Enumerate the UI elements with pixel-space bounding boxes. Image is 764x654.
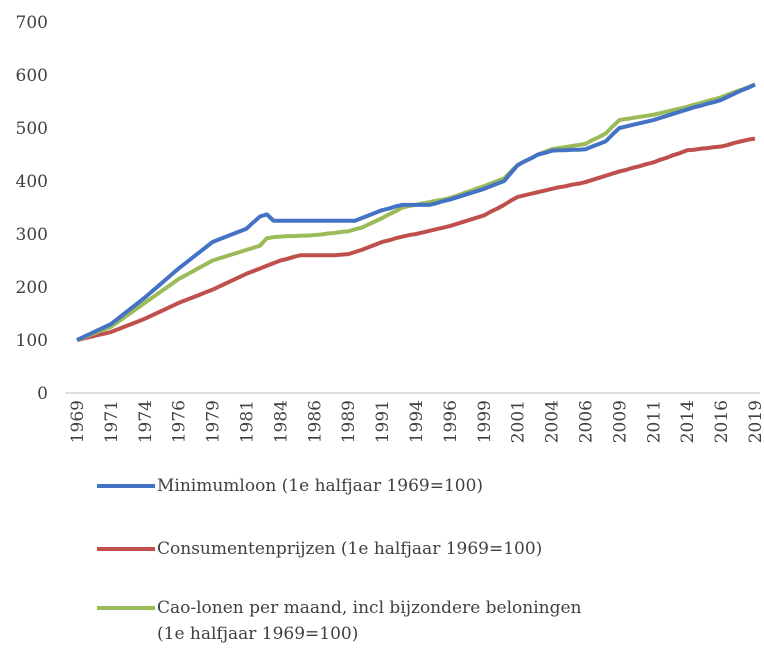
x-tick-label: 1979 [204, 400, 224, 443]
legend-label: Cao-lonen per maand, incl bijzondere bel… [157, 598, 582, 644]
y-tick-label: 700 [16, 13, 48, 33]
x-tick-label: 1986 [305, 400, 325, 443]
y-tick-label: 500 [16, 119, 48, 139]
x-tick-label: 1976 [170, 400, 190, 443]
x-tick-label: 2009 [610, 400, 630, 443]
series-line [76, 82, 756, 342]
y-tick-label: 600 [16, 66, 48, 86]
y-tick-label: 0 [37, 384, 48, 404]
x-tick-label: 1971 [102, 400, 122, 443]
x-tick-label: 2016 [712, 400, 732, 443]
x-tick-label: 1974 [136, 400, 156, 443]
x-tick-label: 1989 [339, 400, 359, 443]
x-tick-label: 1994 [407, 400, 427, 443]
x-tick-label: 1969 [68, 400, 88, 443]
x-tick-label: 1984 [271, 400, 291, 443]
x-tick-label: 2014 [678, 400, 698, 443]
x-tick-label: 2004 [543, 400, 563, 443]
x-tick-label: 1996 [441, 400, 461, 443]
legend-label: Minimumloon (1e halfjaar 1969=100) [157, 476, 484, 496]
y-tick-label: 300 [16, 225, 48, 245]
series-line [76, 136, 756, 342]
y-tick-label: 100 [16, 331, 48, 351]
x-tick-label: 2006 [577, 400, 597, 443]
legend-label: Consumentenprijzen (1e halfjaar 1969=100… [157, 539, 543, 559]
x-tick-label: 2011 [644, 400, 664, 443]
x-tick-label: 1981 [238, 400, 258, 443]
y-tick-label: 200 [16, 278, 48, 298]
x-tick-label: 2001 [509, 400, 529, 443]
x-tick-label: 1999 [475, 400, 495, 443]
x-tick-label: 1991 [373, 400, 393, 443]
x-tick-label: 2019 [746, 400, 764, 443]
y-tick-label: 400 [16, 172, 48, 192]
